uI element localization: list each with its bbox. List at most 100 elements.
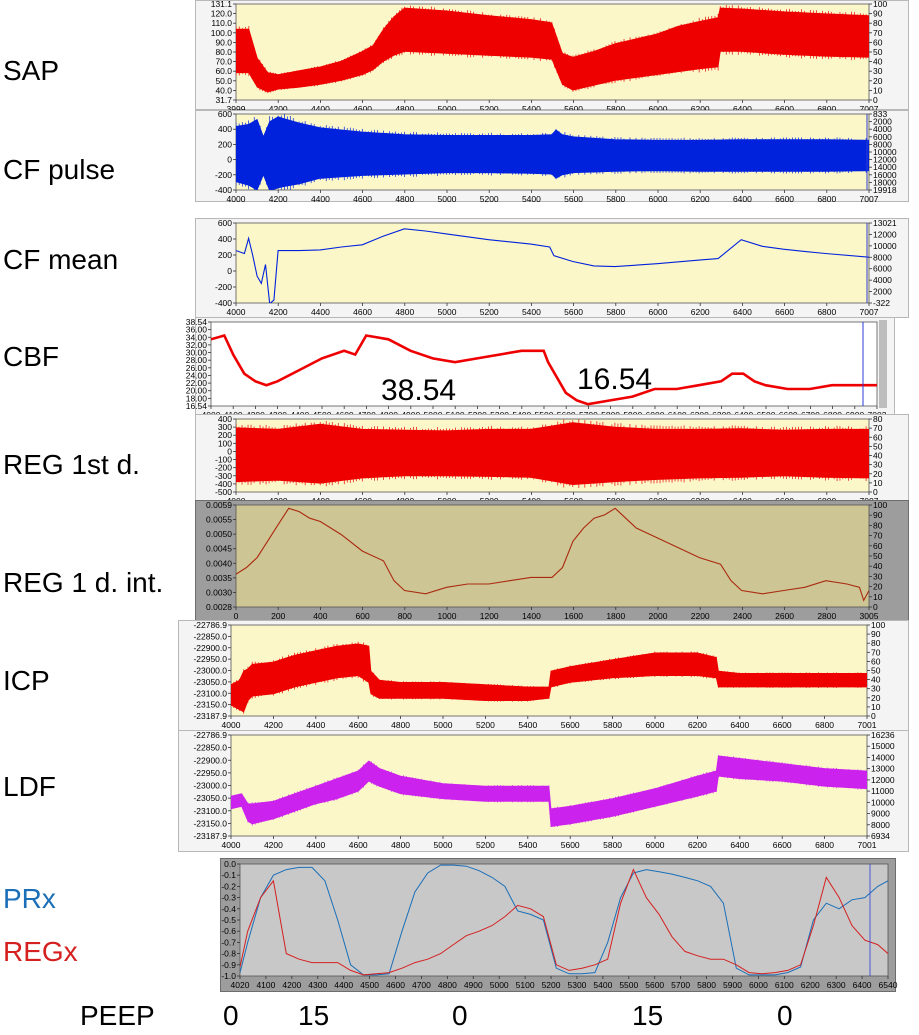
reg1int-label: REG 1 d. int. [3,567,164,598]
ldf-x-tick-label: 7001 [858,840,877,850]
ldf-y2-tick-label: 14000 [871,752,895,762]
cf_mean-x-tick-label: 4000 [227,307,246,317]
reg1-y2-tick-label: 80 [873,414,883,424]
reg1-y2-tick-label: 20 [873,469,883,479]
prx_regx-x-tick-label: 5400 [593,980,612,990]
reg1-y2-tick-label: 50 [873,441,883,451]
cf_mean-y2-tick-label: 13021 [873,218,897,228]
reg1int-x-tick-label: 1800 [606,611,625,621]
sap-y2-tick-label: 70 [873,28,883,38]
sap-y-tick-label: 70.0 [215,57,232,67]
reg1-svg: 4003002001000-100-200-300-400-5008070605… [195,414,909,506]
ldf-x-tick-label: 4200 [264,840,283,850]
prx_regx-y-tick-label: -0.1 [221,870,236,880]
prx_regx-x-tick-label: 4020 [231,980,250,990]
cf_pulse-y2-tick-label: 12000 [873,155,897,165]
reg1int-y-tick-label: 0.0028 [206,602,232,612]
reg1-envelope [236,422,869,486]
prx_regx-y-tick-label: -0.5 [221,915,236,925]
cf_mean-svg: 6004002000-200-4001302112000100008000600… [195,218,909,318]
reg1-y2-tick-label: 0 [873,487,878,497]
ldf-x-tick-label: 5400 [518,840,537,850]
peep-value: 0 [452,1000,468,1031]
cf_mean-y2-tick-label: 6000 [873,264,892,274]
peep-value: 0 [777,1000,793,1031]
icp-y2-tick-label: 60 [871,656,881,666]
cf_mean-y2-tick-label: 2000 [873,287,892,297]
cf_mean-x-tick-label: 5200 [480,307,499,317]
icp-x-tick-label: 5400 [518,720,537,730]
cf_pulse-x-tick-label: 6200 [691,194,710,204]
cf_mean-y-tick-label: 0 [227,266,232,276]
reg1int-y2-tick-label: 30 [873,571,883,581]
cf_pulse-x-tick-label: 5600 [564,194,583,204]
reg1int-plot-area [235,504,870,608]
prx_regx-y-tick-label: -0.2 [221,881,236,891]
icp-x-tick-label: 4000 [222,720,241,730]
cf_mean-y2-tick-label: 10000 [873,241,897,251]
cbf-chart: 38.54 36.00 34.00 32.00 30.00 28.00 26.00 24.00… [186,317,895,420]
cbf-y-tick-label: 32.00 [186,340,208,350]
icp-series-group [231,641,867,714]
ldf-x-tick-label: 4800 [391,840,410,850]
sap-y2-tick-label: 80 [873,18,883,28]
icp-y2-tick-label: 30 [871,684,881,694]
cf_mean-x-tick-label: 4600 [353,307,372,317]
prx_regx-x-tick-label: 6540 [879,980,898,990]
prx_regx-x-tick-label: 6000 [749,980,768,990]
sap-y-tick-label: 50.0 [215,76,232,86]
sap-x-tick-label: 6400 [733,104,752,114]
sap-x-tick-label: 6000 [649,104,668,114]
cf_pulse-y2-tick-label: 14000 [873,162,897,172]
reg1int-y-tick-label: 0.0045 [206,544,232,554]
prx_regx-x-tick-label: 5300 [567,980,586,990]
cbf-y-tick-label: 34.00 [186,332,208,342]
cf-mean-label: CF mean [3,244,119,275]
ldf-x-tick-label: 6800 [815,840,834,850]
ldf-x-tick-label: 5200 [476,840,495,850]
cf_pulse-x-tick-label: 4600 [353,194,372,204]
reg1-y-tick-label: 400 [218,414,232,424]
reg1int-x-tick-label: 2600 [775,611,794,621]
cf_mean-x-tick-label: 6800 [817,307,836,317]
sap-x-tick-label: 5200 [480,104,499,114]
sap-y-tick-label: 31.7 [215,95,232,105]
sap-label: SAP [3,55,60,86]
prx_regx-x-tick-label: 6300 [827,980,846,990]
sap-y2-tick-label: 40 [873,57,883,67]
sap-y-tick-label: 40.0 [215,85,232,95]
icp-x-tick-label: 6200 [688,720,707,730]
ldf-y-tick-label: -23100.0 [193,806,227,816]
icp-svg: -22786.9-22850.0 -22900.0-22950.0 -23000.0… [178,620,909,734]
icp-x-tick-label: 4600 [349,720,368,730]
sap-y2-tick-label: 30 [873,66,883,76]
cf_pulse-y-tick-label: -200 [215,170,232,180]
cbf-plot-area [210,321,878,407]
sap-y2-tick-label: 0 [873,95,878,105]
sap-y-tick-label: 131.1 [211,0,233,9]
cf_pulse-y2-tick-label: 4000 [873,124,892,134]
reg1int-y2-tick-label: 20 [873,582,883,592]
ldf-x-tick-label: 4400 [306,840,325,850]
sap-y-tick-label: 120.0 [211,9,233,19]
prx_regx-x-tick-label: 4800 [438,980,457,990]
reg1-y2-tick-label: 60 [873,432,883,442]
reg1int-chart: 0.0059 0.0055 0.0050 0.0045 0.0040 0.0035 0.00… [195,500,909,622]
icp-x-tick-label: 7001 [858,720,877,730]
icp-y-tick-label: -23050.0 [193,677,227,687]
sap-chart: 131.1 120.0 110.0 100.0 90.0 80.0 70.0 60.0 50.0… [195,0,909,114]
ldf-y-tick-label: -22850.0 [193,743,227,753]
reg1-y-tick-label: 200 [218,430,232,440]
icp-x-tick-label: 5200 [476,720,495,730]
icp-y-tick-label: -22900.0 [193,643,227,653]
icp-x-tick-label: 6600 [773,720,792,730]
icp-y-tick-label: -22850.0 [193,631,227,641]
reg1int-y-tick-label: 0.0030 [206,587,232,597]
sap-y2-tick-label: 20 [873,76,883,86]
ldf-y2-tick-label: 6934 [871,831,890,841]
ldf-x-tick-label: 5800 [603,840,622,850]
prx_regx-y-tick-label: -0.9 [221,960,236,970]
cf_mean-x-tick-label: 4200 [269,307,288,317]
prx_regx-y-tick-label: 0.0 [224,859,236,869]
icp-x-tick-label: 6800 [815,720,834,730]
